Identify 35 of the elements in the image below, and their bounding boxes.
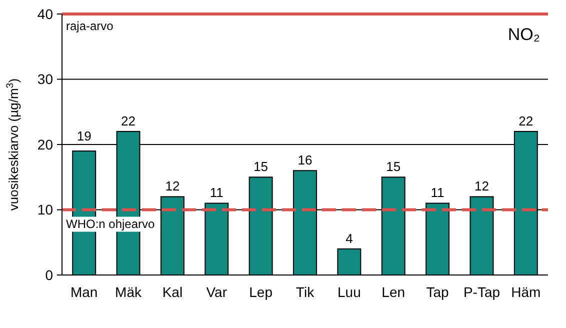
y-tick-label: 0	[45, 266, 54, 283]
data-label: 11	[430, 185, 444, 200]
x-tick-label: Man	[70, 284, 98, 300]
x-tick-label: Len	[382, 284, 406, 300]
data-label: 22	[518, 113, 534, 128]
text: NO₂	[508, 25, 540, 44]
bar	[426, 202, 450, 276]
x-tick-label: Tap	[426, 284, 450, 300]
y-tick-label: 30	[37, 71, 54, 88]
bar	[337, 248, 362, 276]
ref-line-label: raja-arvo	[66, 19, 114, 33]
y-tick-label: 10	[37, 202, 54, 218]
x-tick-label: Häm	[511, 284, 541, 300]
x-tick-label: Luu	[338, 284, 361, 300]
bar	[248, 176, 273, 276]
data-label: 15	[386, 159, 401, 174]
y-tick-label: 40	[37, 6, 54, 22]
data-label: 11	[210, 185, 224, 200]
x-tick-label: Mäk	[115, 284, 142, 300]
data-label: 19	[76, 128, 92, 144]
data-label: 15	[254, 159, 268, 174]
data-label: 12	[474, 178, 489, 194]
y-tick-label: 20	[37, 136, 54, 152]
x-tick-label: Lep	[249, 284, 273, 300]
data-label: 12	[165, 178, 180, 194]
data-label: 16	[298, 152, 312, 168]
x-tick-label: Tik	[296, 284, 316, 300]
data-label: 4	[346, 230, 353, 246]
bar	[204, 202, 229, 276]
x-tick-label: P-Tap	[463, 284, 500, 300]
x-tick-label: Var	[206, 284, 228, 300]
data-label: 22	[121, 113, 136, 128]
ref-line-label: WHO:n ohjearvo	[66, 216, 156, 231]
x-tick-label: Kal	[162, 284, 183, 300]
bar	[470, 196, 494, 276]
